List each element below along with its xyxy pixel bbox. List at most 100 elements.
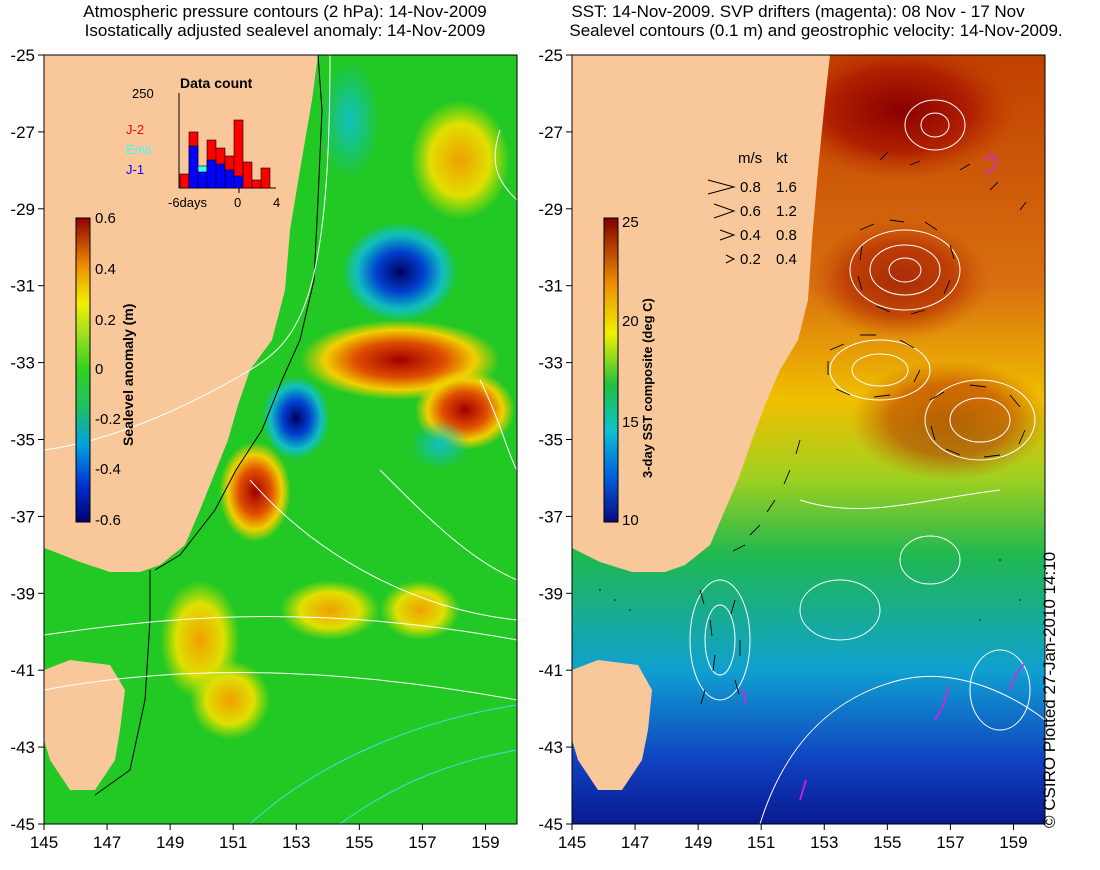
left-lat-label: -33 [10, 354, 35, 373]
right-lon-label: 159 [999, 833, 1027, 852]
left-map-panel [44, 55, 517, 824]
arrow-02 [725, 254, 736, 264]
sst-warm-eddy-2 [850, 360, 1045, 480]
inset-bars [179, 119, 271, 189]
sla-tick: 0.6 [95, 210, 116, 227]
left-lat-label: -45 [10, 815, 35, 834]
sealevel-contours [689, 99, 1045, 824]
left-lat-label: -31 [10, 277, 35, 296]
left-lat-label: -37 [10, 507, 35, 526]
shelf-contour [154, 55, 323, 571]
sst-tick: 15 [622, 414, 639, 431]
left-title-line1: Atmospheric pressure contours (2 hPa): 1… [83, 2, 487, 21]
sla-cool-patch [320, 60, 380, 180]
left-lat-label: -25 [10, 46, 35, 65]
legend-ms: 0.4 [740, 227, 761, 244]
sst-colorbar [603, 217, 619, 523]
left-lat-label: -43 [10, 738, 35, 757]
tasmania [44, 660, 125, 790]
left-lat-label: -29 [10, 200, 35, 219]
legend-kt: 0.4 [776, 251, 797, 268]
right-lat-label: -37 [538, 507, 563, 526]
sla-warm-patch-2 [190, 660, 270, 740]
sla-colorbar-label: Sealevel anomaly (m) [120, 304, 136, 446]
inset-xtick: 0 [234, 195, 241, 210]
data-count-inset: Data count 250 -6days 0 4 J-2 Envi [126, 75, 280, 210]
legend-ms: 0.8 [740, 179, 761, 196]
sla-cool-patch-2 [410, 420, 470, 470]
left-lon-label: 147 [93, 833, 121, 852]
left-lon-label: 155 [345, 833, 373, 852]
sla-low-eddy-2 [262, 376, 330, 460]
sla-colorbar-ticks: 0.6 0.4 0.2 0 -0.2 -0.4 -0.6 [95, 210, 121, 529]
credit-text: © CSIRO Plotted 27-Jan-2010 14:10 [1040, 551, 1059, 828]
inset-xtick: 4 [273, 195, 280, 210]
sla-tick: -0.2 [95, 411, 121, 428]
sst-tick: 25 [622, 214, 639, 231]
sla-low-eddy [342, 222, 458, 322]
left-lon-label: 151 [219, 833, 247, 852]
right-title-line2: Sealevel contours (0.1 m) and geostrophi… [569, 21, 1063, 40]
legend-header-kt: kt [776, 150, 789, 167]
svp-drifter-tracks [739, 152, 1025, 801]
left-lat-label: -41 [10, 661, 35, 680]
left-lon-label: 145 [30, 833, 58, 852]
geostrophic-velocity-vectors [699, 151, 1027, 705]
left-lon-label: 157 [408, 833, 436, 852]
tasmania [572, 660, 652, 790]
sla-high-eddy-2 [219, 442, 291, 542]
sst-colorbar-ticks: 25 20 15 10 [622, 214, 639, 529]
cyan-contours [249, 704, 517, 824]
left-lon-label: 153 [282, 833, 310, 852]
right-lat-label: -25 [538, 46, 563, 65]
right-lon-label: 153 [810, 833, 838, 852]
legend-ms: 0.2 [740, 251, 761, 268]
right-lon-label: 155 [873, 833, 901, 852]
right-lat-label: -41 [538, 661, 563, 680]
right-lat-label: -27 [538, 123, 563, 142]
inset-xtick: -6days [168, 195, 208, 210]
sla-tick: 0.2 [95, 312, 116, 329]
inset-title: Data count [180, 75, 253, 91]
vector-dots [599, 559, 1021, 621]
arrow-04 [719, 229, 736, 241]
legend-header-ms: m/s [738, 150, 762, 167]
left-lon-label: 159 [471, 833, 499, 852]
left-lat-label: -27 [10, 123, 35, 142]
arrow-08 [707, 179, 736, 195]
sst-tick: 20 [622, 313, 639, 330]
right-lon-label: 147 [621, 833, 649, 852]
arrow-06 [713, 203, 736, 219]
right-lat-label: -43 [538, 738, 563, 757]
legend-j1: J-1 [126, 162, 144, 177]
right-lon-label: 151 [747, 833, 775, 852]
legend-j2: J-2 [126, 122, 144, 137]
right-lat-label: -39 [538, 584, 563, 603]
right-lat-label: -35 [538, 431, 563, 450]
sst-warm-core [780, 55, 1020, 180]
right-lat-label: -33 [538, 354, 563, 373]
legend-kt: 1.2 [776, 203, 797, 220]
left-lat-label: -39 [10, 584, 35, 603]
right-lat-label: -29 [538, 200, 563, 219]
sla-colorbar [75, 217, 91, 523]
sla-warm-patch-3 [410, 100, 510, 220]
shelf-contour-2 [94, 570, 151, 796]
pressure-contours [44, 55, 517, 701]
right-lat-label: -45 [538, 815, 563, 834]
legend-kt: 0.8 [776, 227, 797, 244]
sst-tick: 10 [622, 512, 639, 529]
right-lon-label: 149 [684, 833, 712, 852]
left-lat-label: -35 [10, 431, 35, 450]
legend-ms: 0.6 [740, 203, 761, 220]
sla-warm-patch-4 [280, 580, 380, 640]
sla-tick: 0 [95, 361, 103, 378]
right-lon-label: 145 [558, 833, 586, 852]
legend-kt: 1.6 [776, 179, 797, 196]
sla-tick: -0.4 [95, 461, 121, 478]
velocity-legend: m/s kt 0.8 1.6 0.6 1.2 0.4 0.8 0.2 0.4 [707, 150, 797, 268]
mainland-australia [572, 55, 830, 572]
sla-tick: 0.4 [95, 261, 116, 278]
